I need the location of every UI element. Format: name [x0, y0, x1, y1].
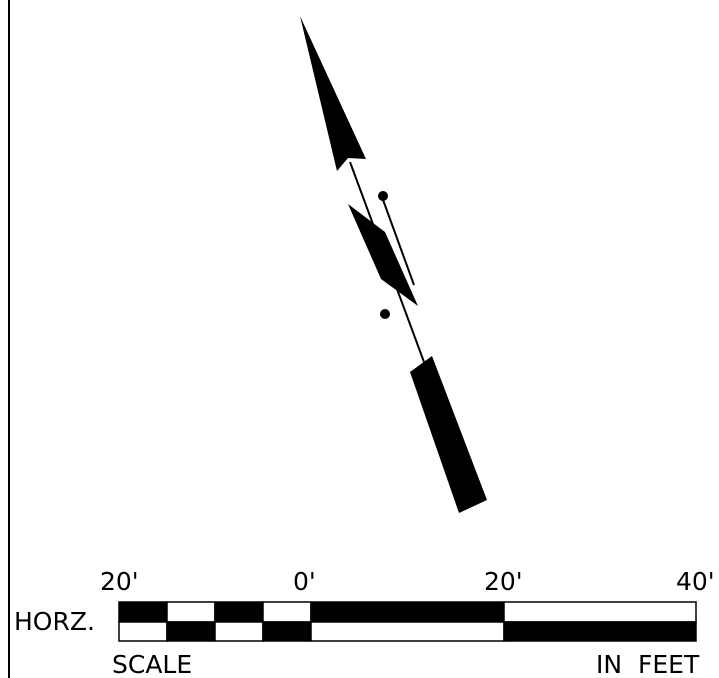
scale-tick-label-left: 20' — [100, 567, 139, 596]
scale-bar: 20' 0' 20' 40' HORZ. SCALE IN FEET — [14, 567, 715, 678]
scale-seg-bottom-5 — [310, 621, 505, 642]
scale-seg-top-6 — [503, 601, 697, 623]
arrow-head — [300, 16, 366, 171]
scale-tick-label-right: 40' — [676, 567, 715, 596]
scale-tick-label-mid: 20' — [484, 567, 523, 596]
north-arrow-symbol — [300, 16, 487, 513]
scale-seg-top-4 — [262, 601, 312, 623]
scale-seg-top-2 — [166, 601, 216, 623]
scale-seg-top-5 — [310, 601, 505, 623]
offset-line-dot-bottom — [380, 309, 390, 319]
scale-seg-bottom-2 — [166, 621, 216, 642]
scale-horz-label: HORZ. — [14, 607, 95, 636]
scale-units-label: IN FEET — [596, 650, 700, 678]
scale-word-label: SCALE — [112, 650, 192, 678]
scale-seg-bottom-1 — [118, 621, 168, 642]
tail-highlight-line — [415, 367, 470, 506]
scale-seg-bottom-4 — [262, 621, 312, 642]
crossing-bar — [348, 204, 418, 306]
scale-seg-top-3 — [214, 601, 264, 623]
scale-seg-bottom-6 — [503, 621, 697, 642]
scale-seg-bottom-3 — [214, 621, 264, 642]
arrow-tail-block — [410, 356, 487, 513]
offset-line-dot-top — [378, 191, 388, 201]
scale-seg-top-1 — [118, 601, 168, 623]
scale-tick-label-zero: 0' — [293, 567, 316, 596]
crossing-offset-line — [381, 196, 415, 286]
